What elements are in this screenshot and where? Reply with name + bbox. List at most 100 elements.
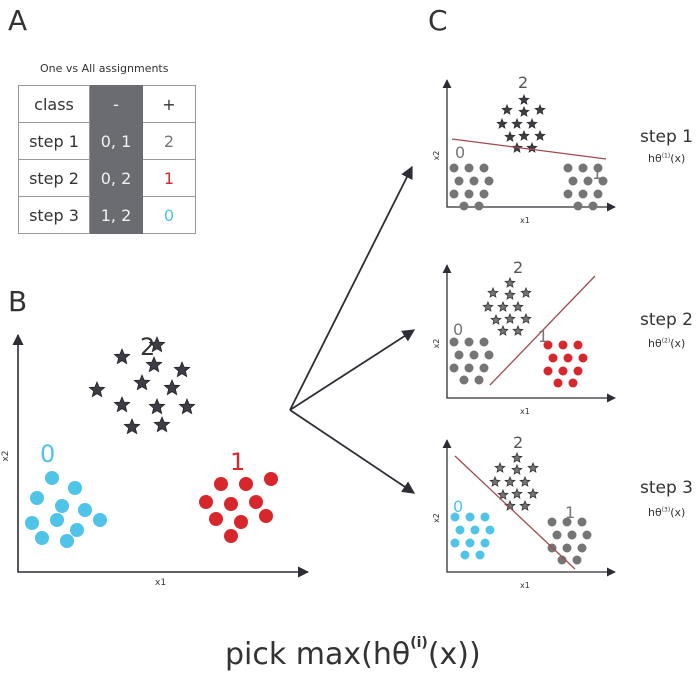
step-3-cluster-b-point — [562, 543, 572, 553]
table-row: step 1 0, 1 2 — [18, 122, 196, 160]
step-1-cluster-a-point — [469, 176, 479, 186]
class-1-point — [209, 512, 223, 526]
step-1-star-point — [496, 117, 508, 129]
class-1-point — [199, 495, 213, 509]
step-1-class-1-label: 1 — [592, 164, 602, 183]
step-3-star-point — [527, 461, 539, 473]
step-1-cluster-a-point — [454, 176, 464, 186]
panel-b-y-axis-label: x2 — [1, 450, 11, 461]
step-1-star-point — [501, 103, 513, 115]
step-3-star-point — [511, 487, 523, 499]
arrow-to-step-1 — [289, 165, 413, 411]
step-3-star-point — [494, 461, 506, 473]
class-2-point — [173, 360, 191, 378]
step-3-decision-boundary — [454, 455, 576, 570]
step-1-star-point — [526, 117, 538, 129]
row-negative: 0, 1 — [89, 122, 143, 160]
step-3-cluster-b-point — [547, 517, 557, 527]
step-3-class-0-label: 0 — [453, 497, 463, 516]
panel-label-c: C — [428, 4, 448, 37]
step-1-cluster-b-point — [593, 189, 603, 199]
step-3-cluster-a-point — [450, 538, 460, 548]
step-3-star-point — [489, 475, 501, 487]
step-2-star-point — [512, 324, 524, 336]
step-2-star-point — [512, 300, 524, 312]
step-1-cluster-b-point — [573, 201, 583, 211]
step-2-cluster-b-point — [553, 378, 563, 388]
step-1-cluster-b-point — [568, 176, 578, 186]
step-3-cluster-a-point — [465, 512, 475, 522]
class-2-point — [88, 380, 106, 398]
step-2-cluster-a-point — [474, 375, 484, 385]
step-3-star-point — [511, 463, 523, 475]
step-1-cluster-a-point — [464, 163, 474, 173]
class-1-point — [234, 515, 248, 529]
step-2-star-point — [487, 286, 499, 298]
class-0-point — [35, 531, 49, 545]
step-2-star-point — [504, 276, 516, 288]
step-1-star-point — [511, 117, 523, 129]
class-1-point — [224, 497, 238, 511]
step-1-cluster-a-point — [449, 163, 459, 173]
step-3-cluster-b-point — [577, 543, 587, 553]
step-2-star-point — [504, 288, 516, 300]
step-1-cluster-b-point — [563, 189, 573, 199]
table-title: One vs All assignments — [40, 62, 169, 75]
step-1-label: step 1 — [640, 127, 693, 147]
step-2-label: step 2 — [640, 310, 693, 330]
step-2-cluster-b-point — [573, 366, 583, 376]
step-3-cluster-a-point — [465, 538, 475, 548]
step-1-star-point — [534, 129, 546, 141]
step-2-cluster-b-point — [578, 353, 588, 363]
step-2-cluster-a-point — [479, 337, 489, 347]
class-1-point — [249, 495, 263, 509]
step-1-cluster-a-point — [484, 176, 494, 186]
step-1-cluster-a-point — [479, 189, 489, 199]
class-1-point — [259, 509, 273, 523]
row-negative: 0, 2 — [89, 159, 143, 197]
step-2-class-1-label: 1 — [538, 327, 548, 346]
step-2-cluster-b-point — [543, 366, 553, 376]
step-3-cluster-a-point — [455, 525, 465, 535]
step-3-cluster-b-point — [562, 517, 572, 527]
arrow-to-step-3 — [289, 409, 416, 494]
class-0-point — [45, 471, 59, 485]
class-1-point — [264, 472, 278, 486]
step-1-y-axis-label: x2 — [432, 151, 441, 161]
step-2-cluster-a-point — [449, 337, 459, 347]
step-2-cluster-a-point — [484, 350, 494, 360]
class-2-point — [148, 335, 166, 353]
row-negative: 1, 2 — [89, 196, 143, 234]
step-3-cluster-a-point — [480, 538, 490, 548]
step-3-cluster-a-point — [450, 512, 460, 522]
step-1-cluster-a-point — [449, 189, 459, 199]
step-3-cluster-a-point — [480, 512, 490, 522]
class-0-point — [93, 513, 107, 527]
step-1-cluster-a-point — [474, 201, 484, 211]
table-header-row: class - + — [18, 85, 196, 123]
step-2-cluster-b-point — [543, 340, 553, 350]
pick-max-formula: pick max(hθ(i)(x)) — [225, 635, 481, 672]
step-3-x-axis-label: x1 — [520, 581, 530, 590]
step-1-class-2-label: 2 — [518, 73, 528, 92]
class-1-point — [214, 477, 228, 491]
step-1-star-point — [518, 93, 530, 105]
class-2-point — [148, 397, 166, 415]
step-1-cluster-b-point — [578, 163, 588, 173]
class-2-point — [163, 378, 181, 396]
step-1-cluster-a-point — [479, 163, 489, 173]
panel-b-x-axis-label: x1 — [155, 578, 166, 588]
step-1-cluster-a-point — [464, 189, 474, 199]
step-3-cluster-b-point — [582, 530, 592, 540]
step-1-star-point — [534, 103, 546, 115]
arrow-to-step-2 — [289, 329, 416, 411]
class-0-point — [70, 523, 84, 537]
step-3-star-point — [511, 451, 523, 463]
step-3-cluster-b-point — [572, 555, 582, 565]
step-2-star-point — [482, 300, 494, 312]
class-2-point — [145, 355, 163, 373]
row-positive: 1 — [142, 159, 196, 197]
step-2-cluster-a-point — [459, 375, 469, 385]
step-3-cluster-a-point — [470, 525, 480, 535]
